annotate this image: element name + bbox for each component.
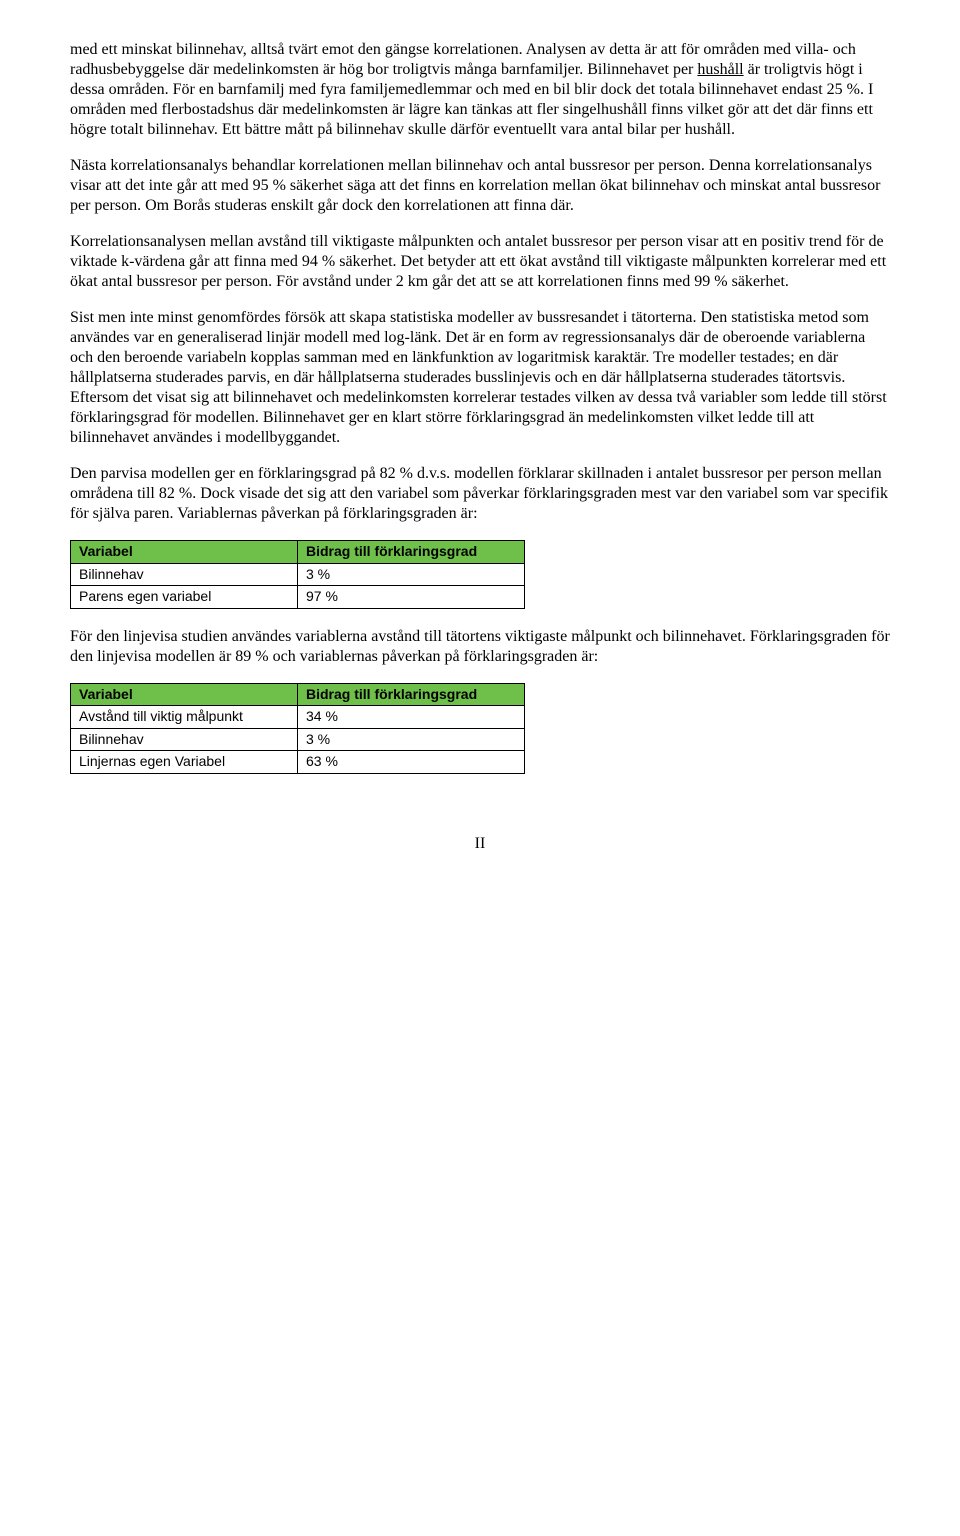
paragraph-4: Sist men inte minst genomfördes försök a… [70, 308, 890, 448]
table-cell: 97 % [298, 586, 525, 609]
table-row: Variabel Bidrag till förklaringsgrad [71, 541, 525, 564]
table-cell: 3 % [298, 728, 525, 751]
table-cell: 63 % [298, 751, 525, 774]
table-cell: Avstånd till viktig målpunkt [71, 706, 298, 729]
table-cell: 3 % [298, 563, 525, 586]
table-cell: 34 % [298, 706, 525, 729]
table-header-bidrag: Bidrag till förklaringsgrad [298, 541, 525, 564]
table-header-variabel: Variabel [71, 541, 298, 564]
paragraph-6: För den linjevisa studien användes varia… [70, 627, 890, 667]
table-2: Variabel Bidrag till förklaringsgrad Avs… [70, 683, 525, 774]
table-row: Avstånd till viktig målpunkt 34 % [71, 706, 525, 729]
table-1: Variabel Bidrag till förklaringsgrad Bil… [70, 540, 525, 609]
table-row: Parens egen variabel 97 % [71, 586, 525, 609]
table-row: Linjernas egen Variabel 63 % [71, 751, 525, 774]
paragraph-5: Den parvisa modellen ger en förklaringsg… [70, 464, 890, 524]
page-number: II [70, 834, 890, 854]
paragraph-3: Korrelationsanalysen mellan avstånd till… [70, 232, 890, 292]
table-cell: Linjernas egen Variabel [71, 751, 298, 774]
table-row: Bilinnehav 3 % [71, 563, 525, 586]
table-cell: Bilinnehav [71, 563, 298, 586]
table-header-bidrag: Bidrag till förklaringsgrad [298, 683, 525, 706]
paragraph-1: med ett minskat bilinnehav, alltså tvärt… [70, 40, 890, 140]
table-cell: Parens egen variabel [71, 586, 298, 609]
table-header-variabel: Variabel [71, 683, 298, 706]
table-row: Bilinnehav 3 % [71, 728, 525, 751]
table-cell: Bilinnehav [71, 728, 298, 751]
paragraph-2: Nästa korrelationsanalys behandlar korre… [70, 156, 890, 216]
table-row: Variabel Bidrag till förklaringsgrad [71, 683, 525, 706]
para1-underline: hushåll [697, 61, 743, 78]
